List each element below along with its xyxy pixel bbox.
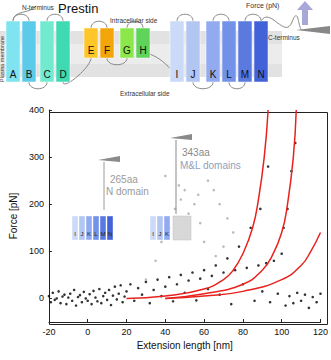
svg-text:-20: -20	[42, 327, 55, 337]
svg-text:Intracellular side: Intracellular side	[110, 17, 158, 24]
svg-text:E: E	[88, 45, 95, 56]
svg-text:100: 100	[274, 327, 289, 337]
svg-text:J: J	[81, 231, 84, 237]
svg-text:300: 300	[29, 152, 44, 162]
svg-text:Extension length [nm]: Extension length [nm]	[137, 340, 233, 351]
svg-text:80: 80	[238, 327, 248, 337]
svg-text:265aa: 265aa	[110, 174, 138, 185]
svg-text:343aa: 343aa	[182, 147, 210, 158]
svg-text:F: F	[104, 45, 110, 56]
svg-text:K: K	[87, 231, 91, 237]
svg-text:Extracellular side: Extracellular side	[120, 90, 170, 97]
svg-text:M: M	[101, 231, 106, 237]
svg-text:G: G	[123, 45, 131, 56]
svg-text:L: L	[94, 231, 98, 237]
svg-text:C-terminus: C-terminus	[268, 34, 301, 41]
svg-text:C: C	[43, 69, 50, 80]
svg-text:M: M	[241, 69, 249, 80]
svg-text:100: 100	[29, 246, 44, 256]
svg-text:B: B	[26, 69, 33, 80]
svg-text:20: 20	[122, 327, 132, 337]
svg-text:0: 0	[39, 293, 44, 303]
svg-text:N: N	[257, 69, 264, 80]
svg-text:0: 0	[85, 327, 90, 337]
svg-text:I: I	[74, 231, 76, 237]
svg-text:60: 60	[199, 327, 209, 337]
svg-text:D: D	[59, 69, 66, 80]
svg-text:K: K	[210, 69, 217, 80]
svg-text:Plasma membrane: Plasma membrane	[0, 36, 5, 82]
svg-text:I: I	[152, 231, 154, 237]
svg-text:200: 200	[29, 199, 44, 209]
svg-text:J: J	[191, 69, 196, 80]
svg-text:A: A	[10, 69, 17, 80]
svg-text:400: 400	[29, 105, 44, 115]
svg-text:I: I	[176, 69, 179, 80]
svg-text:Prestin: Prestin	[58, 1, 98, 16]
svg-text:K: K	[165, 231, 169, 237]
svg-text:N-terminus: N-terminus	[22, 4, 55, 11]
svg-text:L: L	[226, 69, 232, 80]
svg-text:N: N	[108, 231, 112, 237]
svg-text:Force [pN]: Force [pN]	[8, 192, 19, 239]
svg-text:J: J	[159, 231, 162, 237]
svg-text:N domain: N domain	[106, 186, 149, 197]
svg-text:H: H	[139, 45, 146, 56]
svg-text:120: 120	[313, 327, 328, 337]
svg-text:40: 40	[160, 327, 170, 337]
svg-text:M&L domains: M&L domains	[180, 160, 241, 171]
svg-text:Force (pN): Force (pN)	[246, 2, 279, 10]
